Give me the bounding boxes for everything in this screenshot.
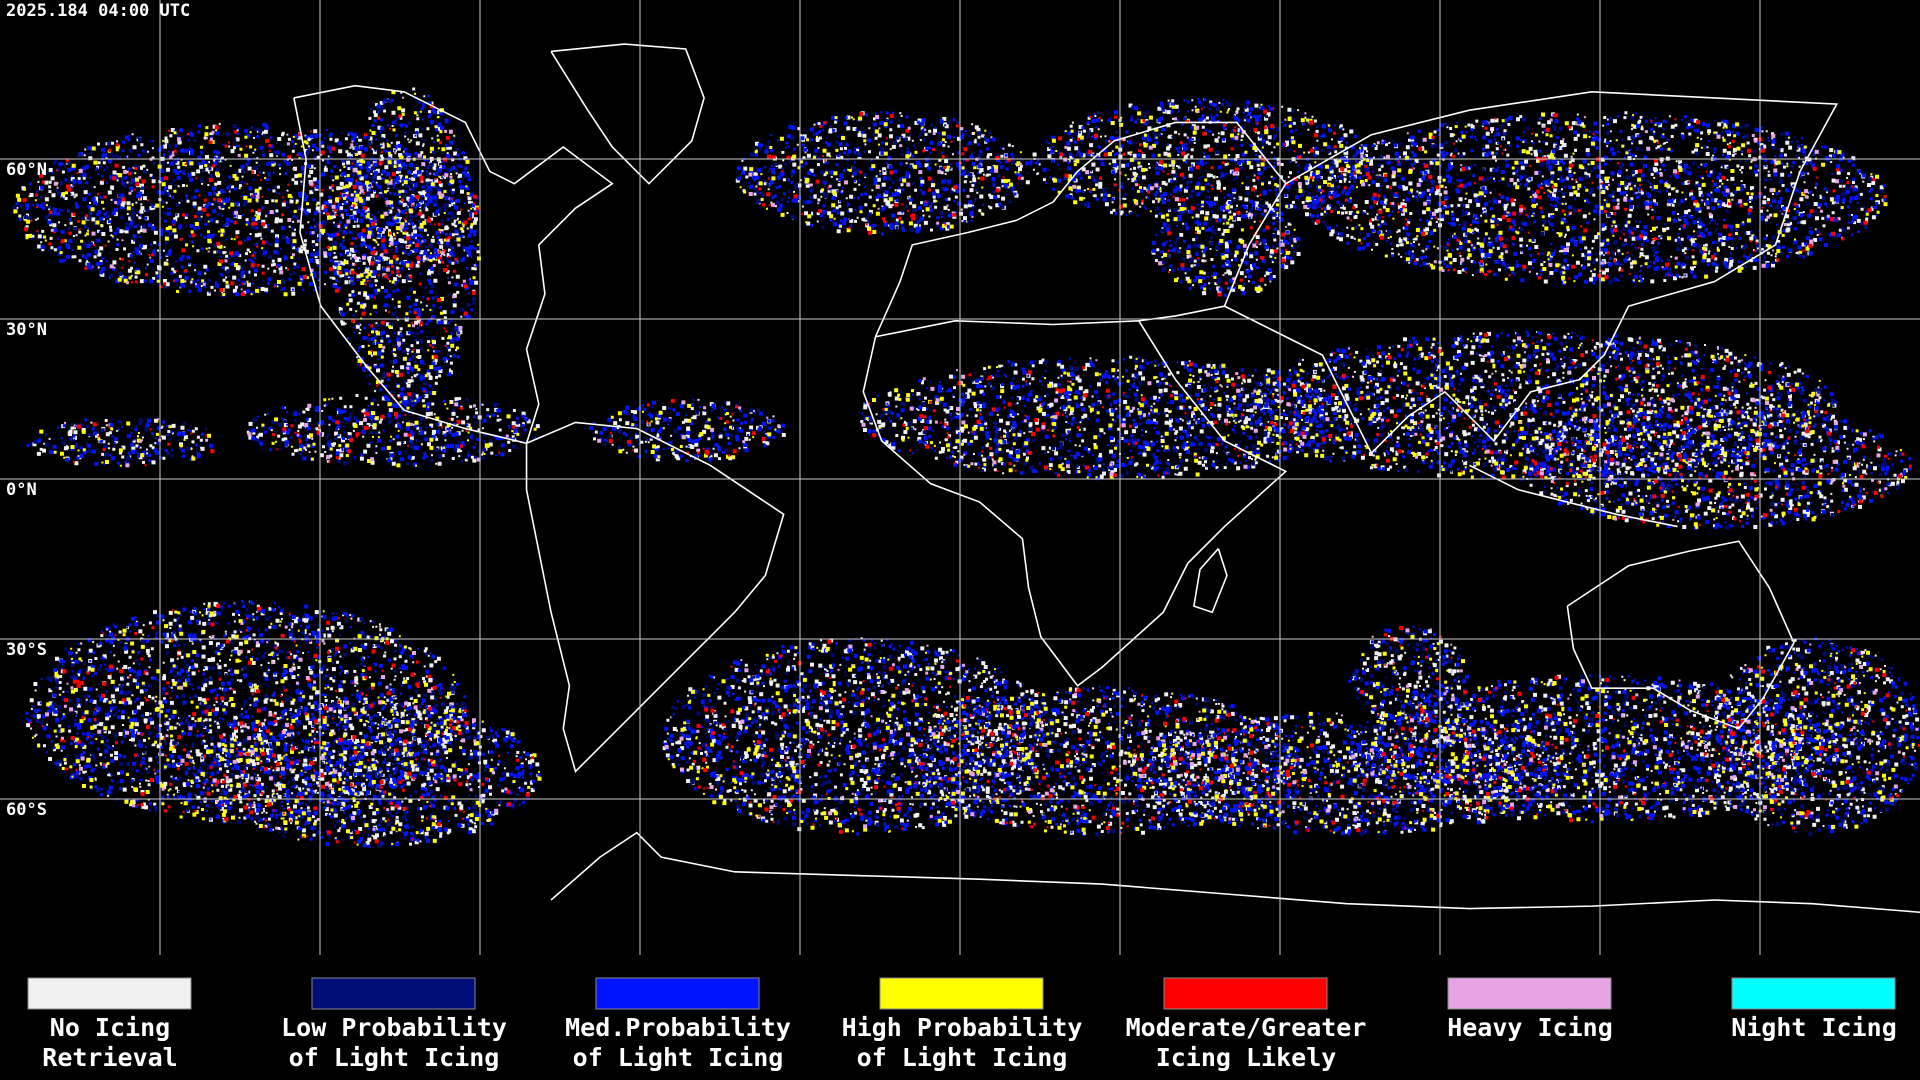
legend-label: Heavy Icing — [1447, 1013, 1613, 1042]
legend-label: Med.Probability — [565, 1013, 791, 1042]
coastlines — [293, 43, 1920, 914]
coast-south-america — [525, 421, 785, 773]
icing-pixels — [15, 92, 1920, 848]
legend-label: No Icing — [50, 1013, 170, 1042]
graticule: 60°N 30°N 0°N 30°S 60°S — [0, 0, 1920, 955]
legend-label: of Light Icing — [857, 1043, 1068, 1072]
latitude-label: 30°S — [6, 640, 47, 660]
legend-label: Low Probability — [281, 1013, 507, 1042]
legend-panel — [0, 955, 1920, 1080]
legend-label: Night Icing — [1731, 1013, 1897, 1042]
coast-antarctica — [550, 831, 1920, 914]
latitude-label: 30°N — [6, 320, 47, 340]
legend-swatch — [27, 977, 192, 1010]
coast-europe — [874, 121, 1287, 338]
legend-label: High Probability — [842, 1013, 1083, 1042]
legend-swatch — [311, 977, 476, 1010]
coast-greenland — [550, 43, 705, 185]
legend-swatch — [595, 977, 760, 1010]
icing-layer — [12, 87, 1920, 848]
coast-asia — [1224, 91, 1839, 455]
coast-africa — [862, 320, 1288, 687]
legend-label: Icing Likely — [1156, 1043, 1337, 1072]
legend-swatch — [879, 977, 1044, 1010]
timestamp: 2025.184 04:00 UTC — [6, 1, 190, 21]
legend-label: Moderate/Greater — [1126, 1013, 1367, 1042]
legend-label: of Light Icing — [289, 1043, 500, 1072]
coast-north-america — [293, 84, 614, 445]
latitude-label: 60°N — [6, 160, 47, 180]
legend-swatch — [1163, 977, 1328, 1010]
legend-label: of Light Icing — [573, 1043, 784, 1072]
legend-swatch — [1731, 977, 1896, 1010]
coast-madagascar — [1192, 548, 1228, 614]
legend-swatch — [1447, 977, 1612, 1010]
coast-indonesia — [1469, 464, 1678, 528]
latitude-label: 60°S — [6, 800, 47, 820]
latitude-label: 0°N — [6, 480, 37, 500]
coast-australia — [1566, 540, 1795, 730]
legend-label: Retrieval — [42, 1043, 177, 1072]
